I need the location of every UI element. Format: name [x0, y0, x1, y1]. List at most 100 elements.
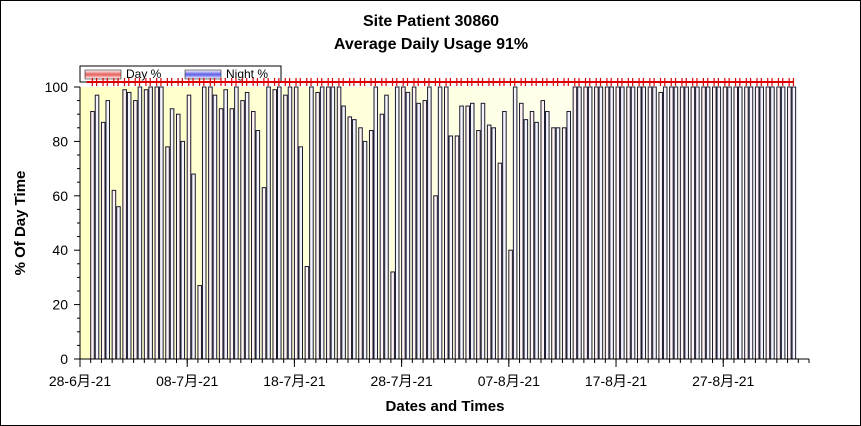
legend-day-label: Day %	[126, 67, 162, 81]
day-bar	[572, 86, 578, 360]
day-bar	[519, 102, 524, 360]
day-bar	[765, 86, 771, 360]
day-bar	[218, 108, 224, 360]
day-bar	[615, 86, 621, 360]
night-bar	[480, 102, 486, 360]
day-bar	[529, 110, 535, 360]
night-bar	[330, 86, 336, 360]
night-bar	[309, 86, 314, 360]
y-axis-ticks: 0 20 40 60 80 100	[45, 79, 80, 367]
night-bar	[244, 91, 250, 360]
bars-group	[90, 86, 797, 360]
night-bar	[791, 86, 797, 360]
night-bar	[566, 110, 572, 360]
x-tick-label: 27-8月-21	[692, 373, 754, 389]
night-bar	[770, 86, 775, 360]
x-tick-label: 28-7月-21	[370, 373, 432, 389]
day-bar	[454, 135, 460, 360]
day-bar	[336, 86, 342, 360]
day-bar	[594, 86, 599, 360]
day-bar	[197, 285, 202, 360]
night-bar	[180, 140, 186, 360]
night-bar	[502, 110, 507, 360]
x-tick-label: 28-6月-21	[49, 373, 111, 389]
x-tick-label: 17-8月-21	[585, 373, 647, 389]
legend-night-label: Night %	[226, 67, 268, 81]
day-bar	[133, 100, 138, 360]
day-bar	[476, 130, 481, 360]
night-bar	[630, 86, 636, 360]
y-tick-label: 80	[52, 133, 68, 149]
day-bar	[111, 189, 117, 360]
night-bar	[705, 86, 711, 360]
day-bar	[604, 86, 610, 360]
night-bar	[780, 86, 786, 360]
day-bar	[626, 86, 631, 360]
night-bar	[148, 86, 153, 360]
chart-title: Site Patient 30860	[363, 13, 499, 30]
night-bar	[737, 86, 743, 360]
night-bar	[587, 86, 593, 360]
night-bar	[652, 86, 657, 360]
day-bar	[465, 105, 470, 360]
night-bar	[598, 86, 604, 360]
night-bar	[534, 121, 539, 360]
night-bar	[255, 130, 261, 360]
day-bar	[787, 86, 792, 360]
day-bar	[583, 86, 588, 360]
night-bar	[116, 206, 121, 360]
night-bar	[191, 173, 196, 360]
day-bar	[540, 100, 546, 360]
day-bar	[229, 108, 235, 360]
night-bar	[319, 86, 325, 360]
legend-day-swatch	[84, 69, 122, 80]
day-bar	[251, 110, 256, 360]
day-bar	[444, 86, 449, 360]
night-bar	[212, 94, 218, 360]
day-bar	[701, 86, 706, 360]
night-bar	[287, 86, 293, 360]
night-bar	[384, 94, 389, 360]
day-bar	[551, 127, 556, 360]
y-tick-label: 40	[52, 242, 68, 258]
night-bar	[427, 86, 432, 360]
night-bar	[577, 86, 582, 360]
day-bar	[401, 86, 406, 360]
day-bar	[647, 86, 653, 360]
night-bar	[201, 86, 207, 360]
day-bar	[636, 86, 642, 360]
day-bar	[411, 86, 417, 360]
night-bar	[169, 108, 175, 360]
day-bar	[326, 86, 331, 360]
day-bar	[776, 86, 781, 360]
night-bar	[126, 91, 132, 360]
night-bar	[277, 86, 282, 360]
night-bar	[662, 86, 668, 360]
night-bar	[448, 135, 454, 360]
night-bar	[469, 102, 475, 360]
day-bar	[154, 86, 160, 360]
day-bar	[100, 121, 106, 360]
usage-markers	[86, 78, 795, 86]
day-bar	[712, 86, 717, 360]
night-bar	[266, 86, 271, 360]
day-bar	[293, 86, 299, 360]
day-bar	[272, 89, 278, 360]
night-bar	[341, 105, 346, 360]
day-bar	[744, 86, 749, 360]
night-bar	[748, 86, 754, 360]
day-bar	[561, 127, 567, 360]
night-bar	[234, 86, 239, 360]
day-bar	[122, 89, 127, 360]
night-bar	[716, 86, 722, 360]
y-axis-title: % Of Day Time	[12, 171, 29, 276]
night-bar	[673, 86, 679, 360]
night-bar	[137, 86, 143, 360]
day-bar	[690, 86, 696, 360]
night-bar	[641, 86, 647, 360]
day-bar	[390, 271, 395, 360]
night-bar	[759, 86, 764, 360]
day-bar	[261, 187, 267, 360]
legend-night-swatch	[184, 69, 222, 80]
